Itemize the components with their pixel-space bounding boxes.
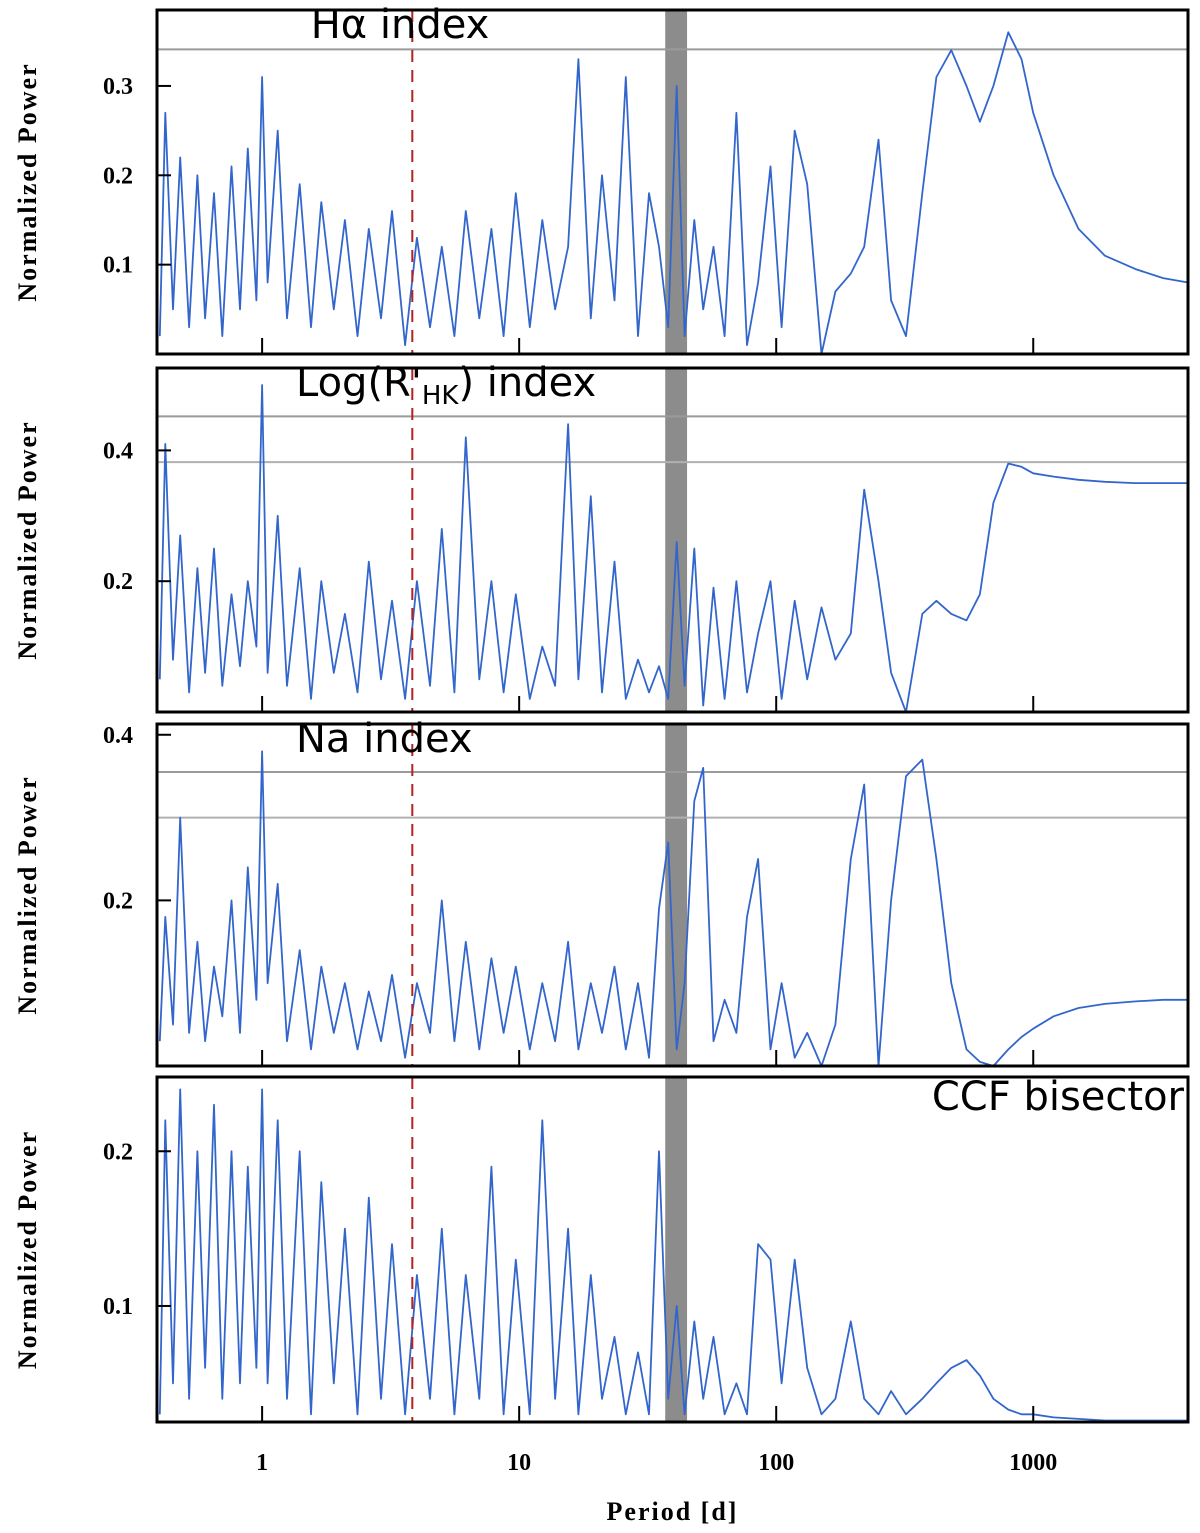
y-tick-label: 0.4 bbox=[103, 723, 133, 749]
periodogram-line bbox=[158, 31, 1189, 355]
annotation-part: CCF bisector bbox=[932, 1074, 1185, 1120]
periodogram-line bbox=[158, 384, 1188, 713]
y-tick-label: 0.1 bbox=[103, 1294, 133, 1320]
plot-frame bbox=[155, 366, 1190, 714]
y-tick-label: 0.4 bbox=[103, 438, 133, 464]
periodogram-line bbox=[158, 1088, 1188, 1422]
annotation-part: Log(R' bbox=[296, 360, 422, 406]
y-tick-label: 0.2 bbox=[103, 888, 133, 914]
annotation: CCF bisector bbox=[932, 1074, 1185, 1120]
y-tick-label: 0.1 bbox=[103, 253, 133, 279]
annotation-part: Na index bbox=[296, 716, 473, 762]
annotation-part: ) index bbox=[458, 360, 596, 406]
plot-frame bbox=[155, 722, 1190, 1068]
x-axis-label: Period [d] bbox=[607, 1497, 739, 1526]
x-tick-label: 10 bbox=[507, 1450, 531, 1476]
y-tick-label: 0.3 bbox=[103, 74, 133, 100]
annotation-subscript: HK bbox=[422, 381, 460, 411]
panel: 0.2 0.4 Normalized Power Log(R'HK) index bbox=[13, 360, 1190, 714]
y-axis-label: Normalized Power bbox=[13, 775, 42, 1014]
annotation: Na index bbox=[296, 716, 473, 762]
panel: 0.2 0.4 Normalized Power Na index bbox=[13, 716, 1190, 1068]
panel: 0.1 0.2 1 10 100 1000 Normalized Power Period [… bbox=[13, 1074, 1190, 1526]
x-tick-label: 1 bbox=[256, 1450, 268, 1476]
plot-frame bbox=[155, 8, 1190, 356]
panel: 0.1 0.2 0.3 Normalized Power Hα index bbox=[13, 2, 1190, 356]
y-tick-label: 0.2 bbox=[103, 163, 133, 189]
periodogram-line bbox=[158, 750, 1188, 1067]
annotation: Log(R'HK) index bbox=[296, 360, 596, 411]
y-tick-label: 0.2 bbox=[103, 569, 133, 595]
y-axis-label: Normalized Power bbox=[13, 420, 42, 659]
x-tick-label: 1000 bbox=[1009, 1450, 1057, 1476]
annotation-part: Hα index bbox=[311, 2, 490, 48]
y-axis-label: Normalized Power bbox=[13, 62, 42, 301]
annotation: Hα index bbox=[311, 2, 490, 48]
highlight-band bbox=[665, 724, 688, 1066]
x-tick-label: 100 bbox=[758, 1450, 794, 1476]
y-axis-label: Normalized Power bbox=[13, 1130, 42, 1369]
y-tick-label: 0.2 bbox=[103, 1139, 133, 1165]
highlight-band bbox=[665, 1077, 688, 1422]
plot-frame bbox=[155, 1075, 1190, 1424]
